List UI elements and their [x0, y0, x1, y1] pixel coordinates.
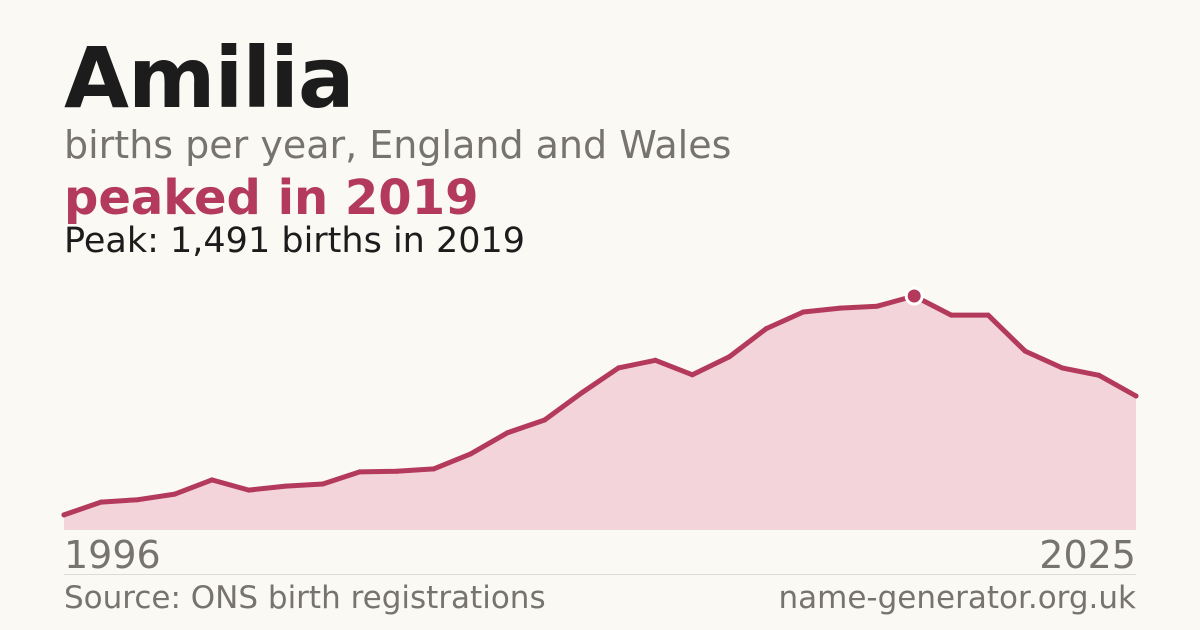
data-point-2016 [800, 309, 806, 315]
site-url: name-generator.org.uk [778, 580, 1136, 616]
data-point-2006 [431, 466, 437, 472]
data-point-2003 [320, 481, 326, 487]
data-point-2012 [652, 357, 658, 363]
data-point-2018 [874, 303, 880, 309]
series-line [61, 293, 1139, 518]
data-point-2023 [1059, 365, 1065, 371]
data-point-2001 [246, 487, 252, 493]
data-point-2024 [1096, 372, 1102, 378]
data-point-2000 [209, 477, 215, 483]
footer-divider [64, 574, 1136, 575]
data-point-2025 [1133, 393, 1139, 399]
data-point-2020 [948, 312, 954, 318]
data-points [61, 293, 1139, 518]
data-point-2017 [837, 305, 843, 311]
data-point-2008 [505, 430, 511, 436]
page-title: Amilia [64, 29, 355, 127]
data-point-1997 [98, 499, 104, 505]
data-point-2005 [394, 468, 400, 474]
data-point-2015 [763, 326, 769, 332]
peak-note: Peak: 1,491 births in 2019 [64, 221, 526, 261]
data-point-2010 [579, 390, 584, 396]
x-tick-label-start: 1996 [64, 533, 161, 577]
data-point-2013 [689, 372, 695, 378]
area-fill [64, 296, 1136, 530]
data-point-2009 [542, 417, 548, 423]
chart-subtitle: births per year, England and Wales [64, 123, 732, 167]
data-point-1998 [135, 497, 141, 503]
data-point-2021 [985, 312, 991, 318]
peak-marker [904, 286, 924, 306]
data-point-1999 [172, 491, 178, 497]
source-note: Source: ONS birth registrations [64, 580, 546, 616]
data-point-2007 [468, 451, 474, 457]
data-point-2014 [726, 354, 732, 360]
data-point-2004 [357, 469, 363, 475]
data-point-2022 [1022, 348, 1028, 354]
data-point-2011 [616, 365, 621, 371]
data-point-1996 [61, 512, 67, 518]
data-point-2002 [283, 483, 289, 489]
trend-headline: peaked in 2019 [64, 170, 479, 226]
x-tick-label-end: 2025 [1039, 533, 1136, 577]
